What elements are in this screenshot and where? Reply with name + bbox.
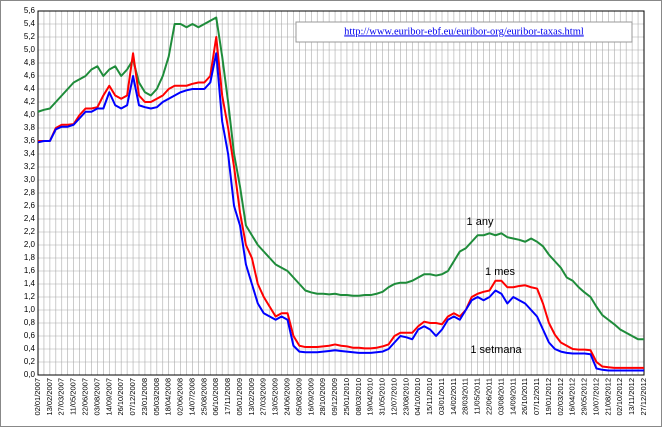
x-tick-label: 23/08/2010 <box>401 378 410 416</box>
x-tick-label: 11/05/2011 <box>473 378 482 414</box>
x-tick-label: 08/03/2010 <box>354 378 363 416</box>
x-tick-label: 05/01/2009 <box>235 378 244 416</box>
x-tick-label: 11/05/2007 <box>69 378 78 415</box>
x-tick-label: 09/12/2009 <box>330 378 339 416</box>
x-tick-label: 28/10/2009 <box>318 378 327 416</box>
x-tick-label: 06/10/2008 <box>211 378 220 416</box>
x-tick-label: 15/11/2010 <box>425 378 434 415</box>
y-tick-label: 5,6 <box>24 6 36 15</box>
x-tick-label: 19/01/2012 <box>544 378 553 416</box>
series-label: 1 setmana <box>470 344 522 356</box>
y-tick-label: 4,6 <box>24 71 36 80</box>
series-line <box>37 52 644 372</box>
x-tick-label: 27/03/2009 <box>259 378 268 416</box>
x-tick-label: 13/02/2007 <box>45 378 54 416</box>
x-tick-label: 22/06/2011 <box>485 378 494 415</box>
x-tick-label: 07/12/2007 <box>128 378 137 416</box>
x-tick-label: 16/09/2009 <box>306 378 315 416</box>
y-tick-label: 4,0 <box>24 110 36 119</box>
series-line <box>37 16 644 341</box>
x-tick-label: 29/05/2012 <box>580 378 589 416</box>
x-tick-label: 27/12/2012 <box>639 378 648 416</box>
y-tick-label: 0,6 <box>24 331 36 340</box>
x-tick-label: 26/10/2011 <box>520 378 529 415</box>
y-tick-label: 2,8 <box>24 188 36 197</box>
y-tick-label: 1,6 <box>24 266 36 275</box>
series-label: 1 any <box>467 216 494 228</box>
x-tick-label: 14/07/2008 <box>187 378 196 416</box>
plot-border <box>37 10 645 376</box>
y-tick-label: 3,4 <box>24 149 36 158</box>
x-tick-label: 18/04/2008 <box>164 378 173 416</box>
x-tick-label: 14/09/2007 <box>104 378 113 416</box>
y-tick-label: 4,4 <box>24 84 36 93</box>
x-tick-label: 31/05/2010 <box>378 378 387 416</box>
x-tick-label: 22/06/2007 <box>81 378 90 416</box>
y-tick-label: 1,0 <box>24 305 36 314</box>
x-tick-label: 25/08/2008 <box>199 378 208 416</box>
x-tick-label: 05/08/2009 <box>294 378 303 416</box>
x-tick-label: 16/04/2012 <box>568 378 577 416</box>
y-tick-label: 0,4 <box>24 344 36 353</box>
annotation-box <box>295 21 633 43</box>
annotation: http://www.euribor-ebf.eu/euribor-org/eu… <box>344 26 584 37</box>
x-tick-label: 03/01/2011 <box>437 378 446 415</box>
y-tick-label: 5,4 <box>24 19 36 28</box>
y-tick-label: 1,2 <box>24 292 36 301</box>
x-tick-label: 27/03/2007 <box>57 378 66 416</box>
x-tick-label: 13/11/2012 <box>627 378 636 415</box>
x-tick-label: 26/10/2007 <box>116 378 125 416</box>
x-tick-label: 24/06/2009 <box>283 378 292 416</box>
x-tick-label: 19/04/2010 <box>366 378 375 416</box>
x-tick-label: 14/09/2011 <box>508 378 517 415</box>
x-tick-label: 13/02/2009 <box>247 378 256 416</box>
y-tick-label: 4,8 <box>24 58 36 67</box>
y-tick-label: 0,0 <box>24 370 36 379</box>
x-tick-label: 02/03/2012 <box>556 378 565 416</box>
y-tick-label: 0,2 <box>24 357 36 366</box>
series-line <box>38 36 644 369</box>
y-tick-label: 3,2 <box>24 162 36 171</box>
x-tick-label: 03/08/2007 <box>92 378 101 416</box>
y-tick-label: 2,6 <box>24 201 36 210</box>
x-tick-label: 02/10/2012 <box>615 378 624 416</box>
x-tick-label: 04/10/2010 <box>413 378 422 416</box>
x-tick-label: 21/08/2012 <box>603 378 612 416</box>
x-tick-label: 02/01/2007 <box>33 378 42 416</box>
y-tick-label: 2,2 <box>24 227 36 236</box>
x-tick-label: 02/06/2008 <box>176 378 185 416</box>
y-tick-label: 3,0 <box>24 175 36 184</box>
y-tick-label: 3,6 <box>24 136 36 145</box>
x-tick-label: 10/07/2012 <box>591 378 600 416</box>
y-tick-label: 1,4 <box>24 279 36 288</box>
y-tick-label: 5,0 <box>24 45 36 54</box>
y-tick-label: 3,8 <box>24 123 36 132</box>
y-tick-label: 0,8 <box>24 318 36 327</box>
x-tick-label: 13/05/2009 <box>271 378 280 416</box>
y-tick-label: 2,4 <box>24 214 36 223</box>
x-tick-label: 07/12/2011 <box>532 378 541 415</box>
x-tick-label: 17/11/2008 <box>223 378 232 415</box>
x-tick-label: 14/02/2011 <box>449 378 458 415</box>
y-tick-label: 5,2 <box>24 32 36 41</box>
y-tick-label: 4,2 <box>24 97 36 106</box>
x-tick-label: 05/03/2008 <box>152 378 161 416</box>
x-tick-label: 23/01/2008 <box>140 378 149 416</box>
x-tick-label: 25/01/2010 <box>342 378 351 416</box>
x-tick-label: 12/07/2010 <box>389 378 398 416</box>
x-tick-label: 28/03/2011 <box>461 378 470 415</box>
y-tick-label: 2,0 <box>24 240 36 249</box>
x-tick-label: 03/08/2011 <box>496 378 505 415</box>
series-label: 1 mes <box>485 266 515 278</box>
y-tick-label: 1,8 <box>24 253 36 262</box>
